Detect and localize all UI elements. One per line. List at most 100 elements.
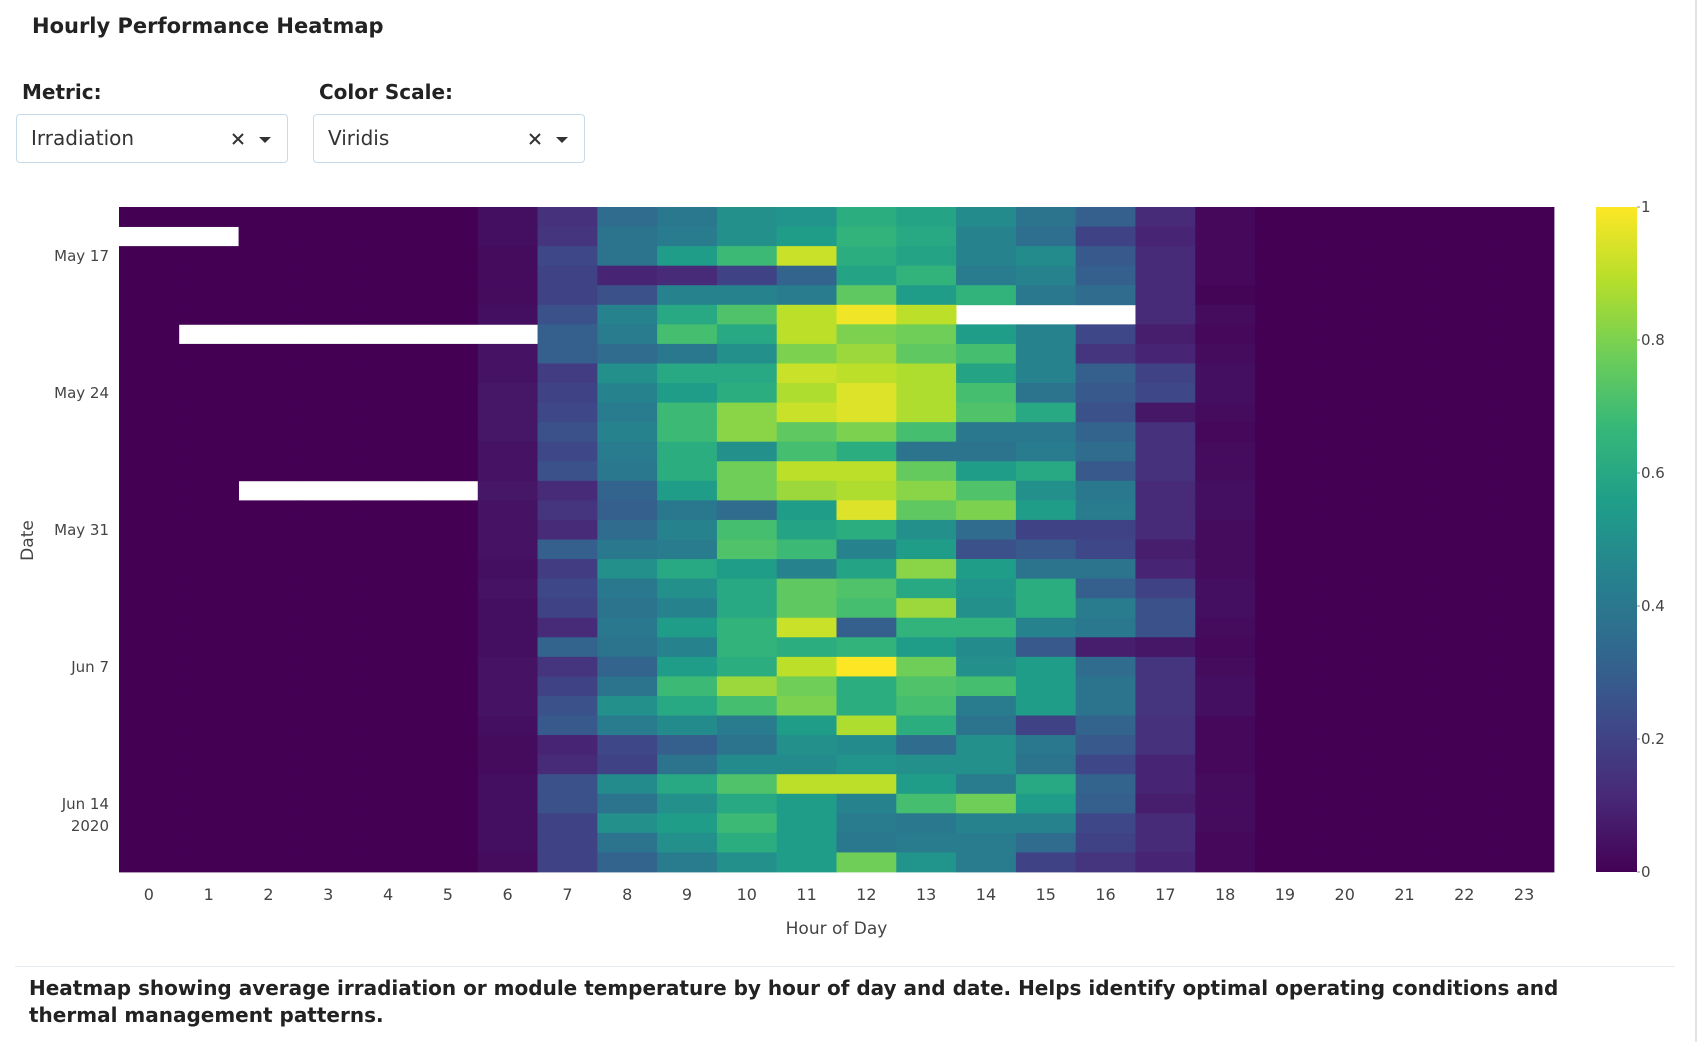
heatmap-cell	[417, 422, 479, 443]
heatmap-cell	[1195, 422, 1256, 443]
heatmap-cell	[119, 793, 180, 814]
heatmap-cell	[1494, 676, 1555, 697]
heatmap-cell	[178, 480, 239, 501]
x-tick-label: 23	[1514, 885, 1534, 904]
heatmap-cell	[1075, 676, 1136, 697]
heatmap-cell	[358, 813, 419, 834]
dropdown-value: Viridis	[328, 126, 390, 150]
heatmap-cell	[417, 852, 479, 873]
heatmap-cell	[836, 656, 897, 677]
heatmap-cell	[1314, 598, 1376, 619]
heatmap-cell	[477, 422, 538, 443]
heatmap-cell	[238, 285, 299, 306]
heatmap-cell	[896, 793, 957, 814]
heatmap-cell	[657, 324, 718, 345]
heatmap-cell	[417, 402, 479, 423]
heatmap-cell	[1135, 578, 1196, 599]
heatmap-cell	[1075, 598, 1136, 619]
heatmap-cell	[896, 519, 957, 540]
heatmap-cell	[597, 343, 658, 364]
heatmap-cell	[896, 774, 957, 795]
heatmap-cell	[657, 402, 718, 423]
heatmap-cell	[716, 226, 778, 247]
heatmap-cell	[657, 754, 718, 775]
heatmap-cell	[836, 285, 897, 306]
heatmap-cell	[119, 480, 180, 501]
heatmap-cell	[1434, 656, 1495, 677]
heatmap-cell	[836, 754, 897, 775]
heatmap-cell	[597, 578, 658, 599]
heatmap-cell	[298, 304, 359, 325]
heatmap-cell	[417, 500, 479, 521]
heatmap-cell	[657, 852, 718, 873]
heatmap-cell	[1314, 207, 1376, 227]
heatmap-cell	[716, 343, 778, 364]
heatmap-cell	[896, 637, 957, 658]
heatmap-cell	[1314, 715, 1376, 736]
heatmap-cell	[1015, 383, 1077, 403]
heatmap-cell	[1314, 461, 1376, 482]
heatmap-cell	[1195, 617, 1256, 638]
heatmap-cell	[238, 774, 299, 795]
heatmap-cell	[1374, 480, 1435, 501]
heatmap-cell	[776, 832, 837, 853]
heatmap-cell	[836, 304, 897, 325]
heatmap-cell	[836, 519, 897, 540]
heatmap-cell	[1135, 852, 1196, 873]
heatmap-cell	[597, 246, 658, 267]
heatmap-cell	[1075, 265, 1136, 286]
heatmap-cell	[119, 324, 180, 345]
colorscale-dropdown[interactable]: Viridis	[313, 114, 585, 163]
heatmap-cell	[956, 363, 1017, 384]
heatmap-cell	[657, 519, 718, 540]
heatmap-cell	[716, 461, 778, 482]
heatmap-cell	[537, 735, 598, 756]
heatmap-cell	[1255, 461, 1316, 482]
x-tick-label: 12	[856, 885, 876, 904]
heatmap-cell	[417, 461, 479, 482]
heatmap-cell	[178, 813, 239, 834]
heatmap-cell	[1434, 715, 1495, 736]
heatmap-cell	[1494, 519, 1555, 540]
heatmap-cell	[537, 226, 598, 247]
heatmap-cell	[178, 656, 239, 677]
colorbar-tick-label: 0.8	[1641, 331, 1665, 349]
heatmap-cell	[1314, 500, 1376, 521]
heatmap-cell	[238, 617, 299, 638]
heatmap-cell	[1314, 539, 1376, 560]
heatmap-cell	[298, 832, 359, 853]
heatmap-cell	[1075, 578, 1136, 599]
heatmap-cell	[896, 304, 957, 325]
heatmap-cell	[657, 774, 718, 795]
heatmap-cell	[1195, 383, 1256, 403]
metric-dropdown[interactable]: Irradiation	[16, 114, 288, 163]
heatmap-cell	[597, 539, 658, 560]
heatmap-cell	[537, 246, 598, 267]
heatmap-cell	[657, 207, 718, 227]
heatmap-cell	[1075, 480, 1136, 501]
heatmap-cell	[1314, 793, 1376, 814]
heatmap-cell	[1255, 324, 1316, 345]
heatmap-cell	[358, 578, 419, 599]
heatmap-cell	[836, 265, 897, 286]
heatmap-cell	[358, 304, 419, 325]
heatmap-cell	[716, 637, 778, 658]
heatmap-cell	[1075, 441, 1136, 462]
heatmap-cell	[537, 813, 598, 834]
heatmap-cell	[1314, 246, 1376, 267]
heatmap-cell	[238, 695, 299, 716]
heatmap-cell	[1195, 832, 1256, 853]
heatmap-cell	[1015, 813, 1077, 834]
heatmap-cell	[178, 383, 239, 403]
control-label: Color Scale:	[319, 80, 454, 104]
heatmap-cell	[1374, 343, 1435, 364]
heatmap-cell	[238, 265, 299, 286]
heatmap-cell	[417, 793, 479, 814]
heatmap-cell	[1494, 363, 1555, 384]
heatmap-cell	[776, 324, 837, 345]
heatmap-cell	[298, 637, 359, 658]
heatmap-cell	[597, 324, 658, 345]
heatmap-cell	[1494, 754, 1555, 775]
heatmap-cell	[298, 598, 359, 619]
